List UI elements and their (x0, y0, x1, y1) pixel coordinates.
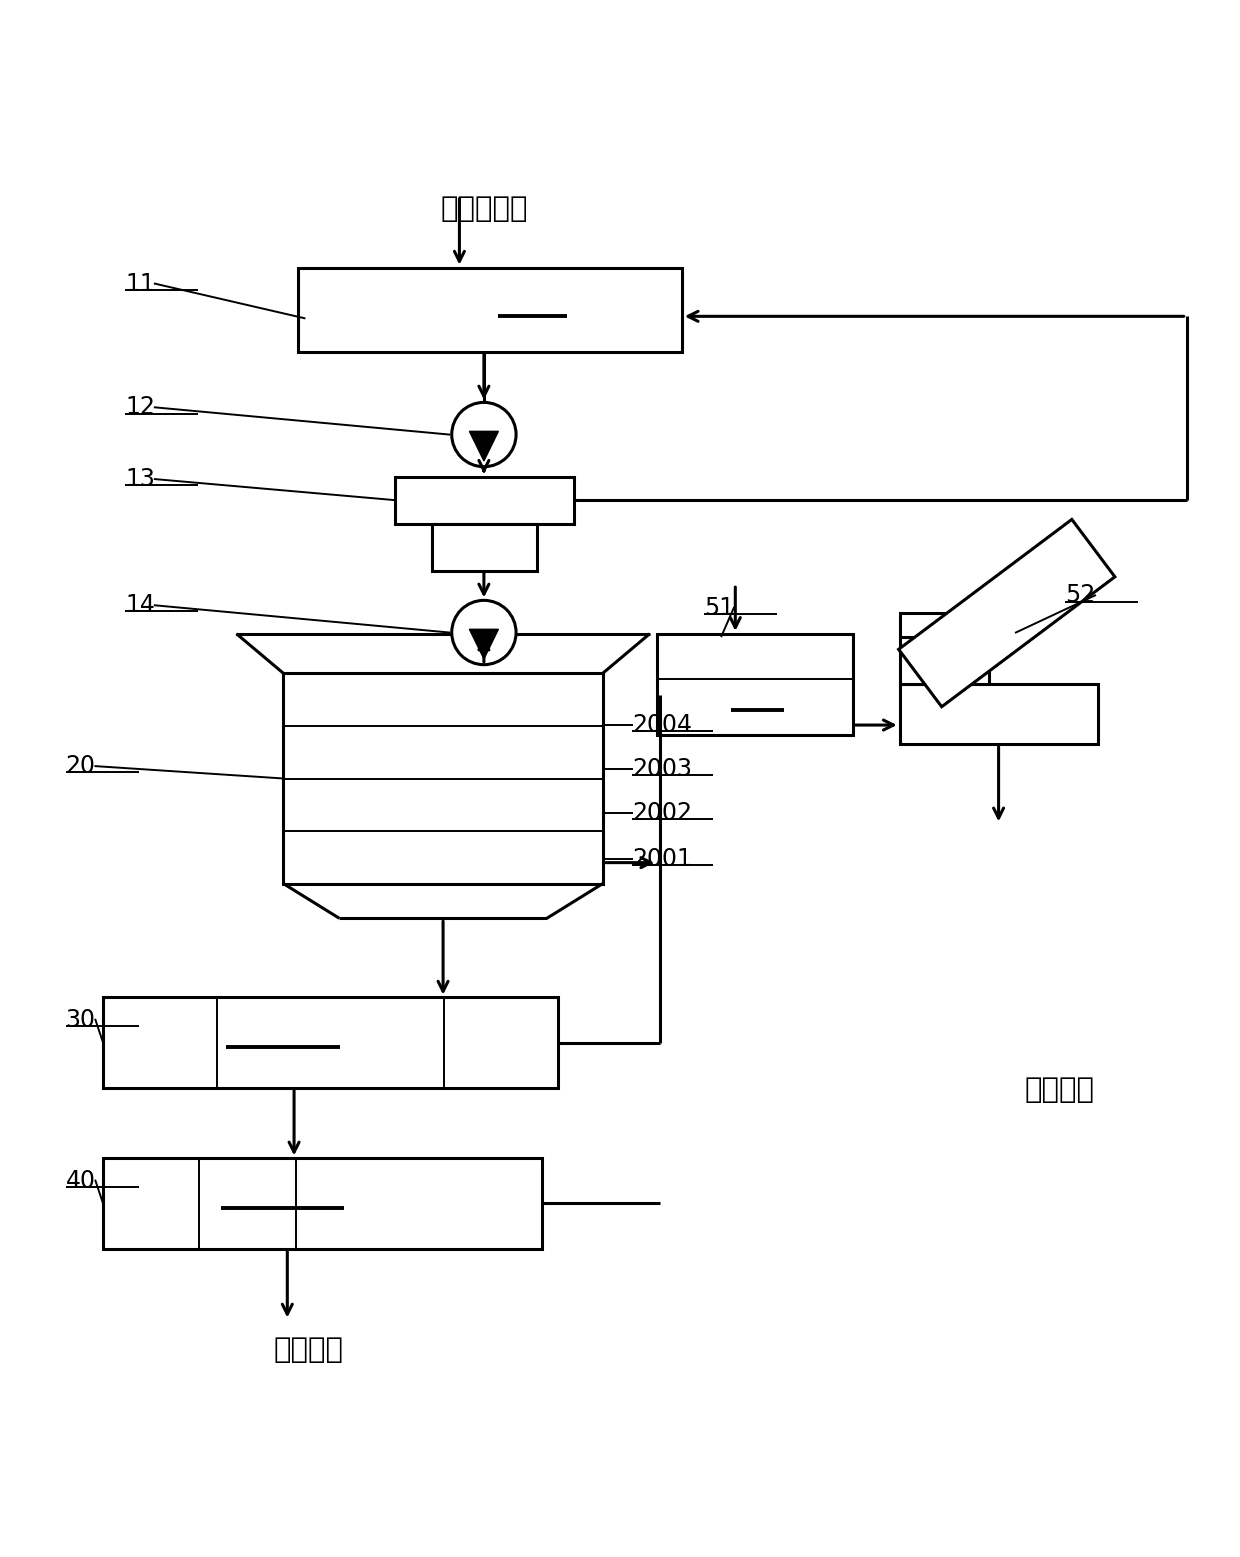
Circle shape (451, 402, 516, 467)
Text: 40: 40 (66, 1169, 95, 1193)
Text: 13: 13 (125, 467, 155, 490)
Polygon shape (899, 520, 1115, 707)
Bar (432, 523, 537, 571)
Text: 垃圾滲滤液: 垃圾滲滤液 (440, 195, 528, 223)
Text: 51: 51 (704, 596, 734, 620)
Text: 污泥外运: 污泥外运 (1024, 1076, 1094, 1104)
Bar (284, 673, 603, 884)
Text: 2002: 2002 (632, 802, 692, 825)
Polygon shape (470, 431, 498, 461)
Circle shape (451, 601, 516, 665)
Text: 2003: 2003 (632, 757, 692, 780)
Bar (657, 634, 853, 735)
Text: 达标排放: 达标排放 (273, 1336, 343, 1364)
Polygon shape (470, 629, 498, 659)
Text: 2001: 2001 (632, 847, 692, 870)
Bar (899, 685, 1097, 744)
Text: 52: 52 (1065, 584, 1096, 607)
Text: 2004: 2004 (632, 713, 692, 738)
Text: 30: 30 (66, 1007, 95, 1032)
Bar (103, 998, 558, 1088)
Bar (299, 268, 682, 352)
Bar (394, 476, 574, 523)
Bar (899, 637, 988, 685)
Bar (103, 1158, 542, 1249)
Text: 11: 11 (125, 271, 155, 296)
Text: 14: 14 (125, 593, 155, 617)
Text: 12: 12 (125, 395, 155, 419)
Text: 20: 20 (66, 754, 95, 778)
Bar (899, 613, 946, 637)
